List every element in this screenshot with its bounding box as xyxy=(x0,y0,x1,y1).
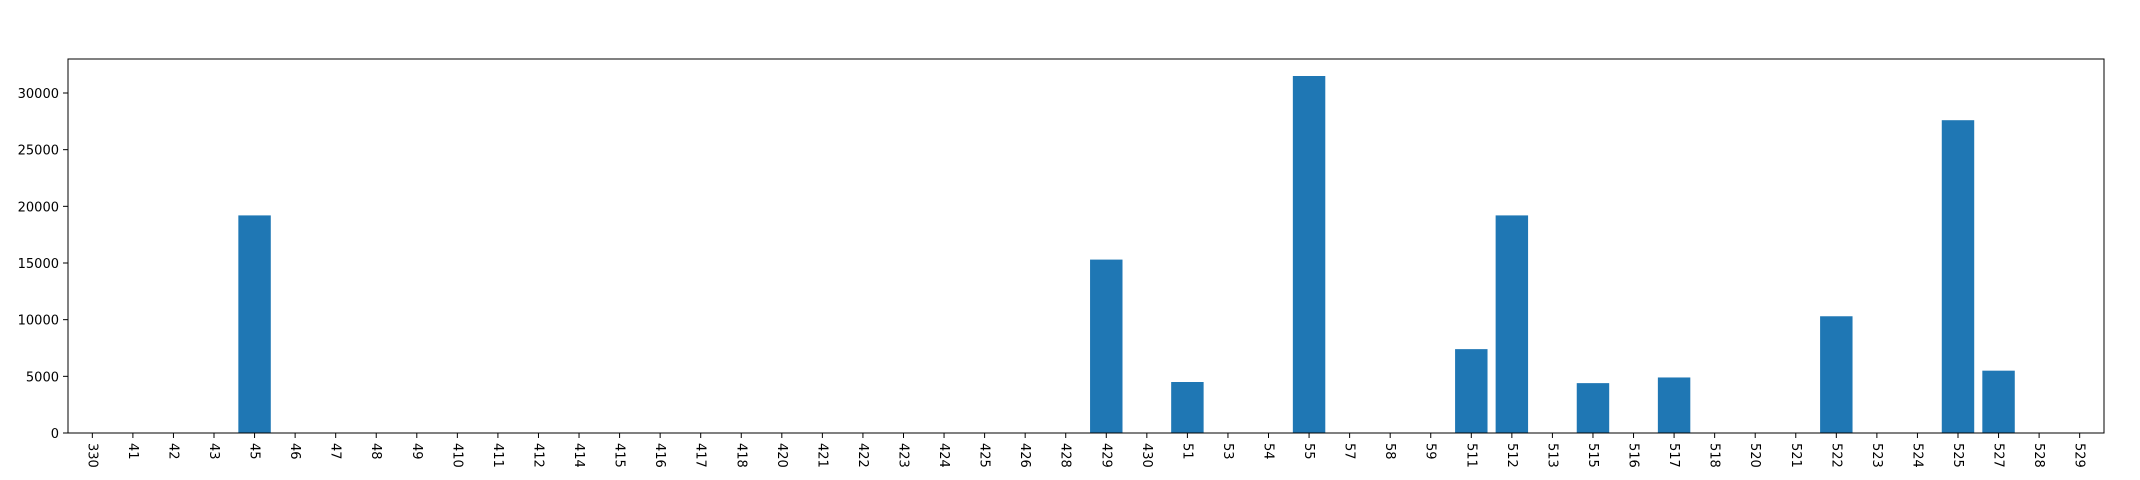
x-tick-label: 424 xyxy=(936,443,951,468)
x-tick-label: 529 xyxy=(2072,443,2087,468)
x-tick-label: 421 xyxy=(814,443,829,468)
x-tick-label: 426 xyxy=(1017,443,1032,468)
y-tick-label: 20000 xyxy=(18,200,59,215)
y-tick-label: 15000 xyxy=(18,257,59,272)
x-tick-label: 524 xyxy=(1909,443,1924,468)
bar-55 xyxy=(1292,76,1326,433)
bars-layer xyxy=(238,76,2015,433)
bar-527 xyxy=(1982,370,2015,433)
x-tick-label: 518 xyxy=(1707,443,1722,468)
x-tick-label: 512 xyxy=(1504,443,1519,468)
x-axis: 330 41 42 43 45 46 47 48 49 410 411 412 414 415 416 417… xyxy=(84,433,2087,468)
x-tick-label: 515 xyxy=(1585,443,1600,468)
x-tick-label: 412 xyxy=(530,443,545,468)
x-tick-label: 416 xyxy=(652,443,667,468)
bar-525 xyxy=(1941,120,1975,433)
x-tick-label: 54 xyxy=(1261,443,1276,460)
x-tick-label: 41 xyxy=(125,443,140,460)
bar-45 xyxy=(238,215,271,433)
x-tick-label: 516 xyxy=(1626,443,1641,468)
x-tick-label: 43 xyxy=(206,443,221,460)
y-tick-label: 30000 xyxy=(18,87,59,102)
y-tick-label: 25000 xyxy=(18,144,59,159)
x-tick-label: 423 xyxy=(895,443,910,468)
x-tick-label: 520 xyxy=(1747,443,1762,468)
x-tick-label: 422 xyxy=(855,443,870,468)
x-tick-label: 414 xyxy=(571,443,586,468)
bar-51 xyxy=(1171,382,1204,433)
x-tick-label: 411 xyxy=(490,443,505,468)
x-tick-label: 46 xyxy=(287,443,302,460)
x-tick-label: 517 xyxy=(1666,443,1681,468)
x-tick-label: 525 xyxy=(1950,443,1965,468)
x-tick-label: 45 xyxy=(247,443,262,460)
x-tick-label: 428 xyxy=(1058,443,1073,468)
x-tick-label: 527 xyxy=(1991,443,2006,468)
x-tick-label: 330 xyxy=(84,443,99,468)
y-tick-label: 0 xyxy=(51,427,59,442)
x-tick-label: 425 xyxy=(977,443,992,468)
x-tick-label: 429 xyxy=(1098,443,1113,468)
x-tick-label: 521 xyxy=(1788,443,1803,468)
bar-511 xyxy=(1455,349,1488,433)
x-tick-label: 415 xyxy=(612,443,627,468)
x-tick-label: 59 xyxy=(1423,443,1438,460)
y-tick-label: 10000 xyxy=(18,314,59,329)
y-tick-label: 5000 xyxy=(26,370,59,385)
x-tick-label: 49 xyxy=(409,443,424,460)
x-tick-label: 417 xyxy=(693,443,708,468)
bar-429 xyxy=(1090,259,1123,433)
x-tick-label: 48 xyxy=(368,443,383,460)
bar-517 xyxy=(1657,377,1691,433)
bar-512 xyxy=(1495,215,1529,433)
x-tick-label: 511 xyxy=(1463,443,1478,468)
x-tick-label: 420 xyxy=(774,443,789,468)
x-tick-label: 528 xyxy=(2031,443,2046,468)
x-tick-label: 58 xyxy=(1382,443,1397,460)
x-tick-label: 418 xyxy=(733,443,748,468)
x-tick-label: 57 xyxy=(1342,443,1357,460)
y-axis: 0 5000 10000 15000 20000 25000 30000 xyxy=(18,87,68,442)
x-tick-label: 53 xyxy=(1220,443,1235,460)
x-tick-label: 523 xyxy=(1869,443,1884,468)
bar-522 xyxy=(1820,316,1853,433)
x-tick-label: 430 xyxy=(1139,443,1154,468)
x-tick-label: 47 xyxy=(328,443,343,460)
x-tick-label: 522 xyxy=(1828,443,1843,468)
x-tick-label: 42 xyxy=(165,443,180,460)
bar-515 xyxy=(1576,383,1610,433)
x-tick-label: 513 xyxy=(1544,443,1559,468)
x-tick-label: 55 xyxy=(1301,443,1316,460)
plot-frame xyxy=(67,58,2105,434)
x-tick-label: 51 xyxy=(1179,443,1194,460)
x-tick-label: 410 xyxy=(449,443,464,468)
